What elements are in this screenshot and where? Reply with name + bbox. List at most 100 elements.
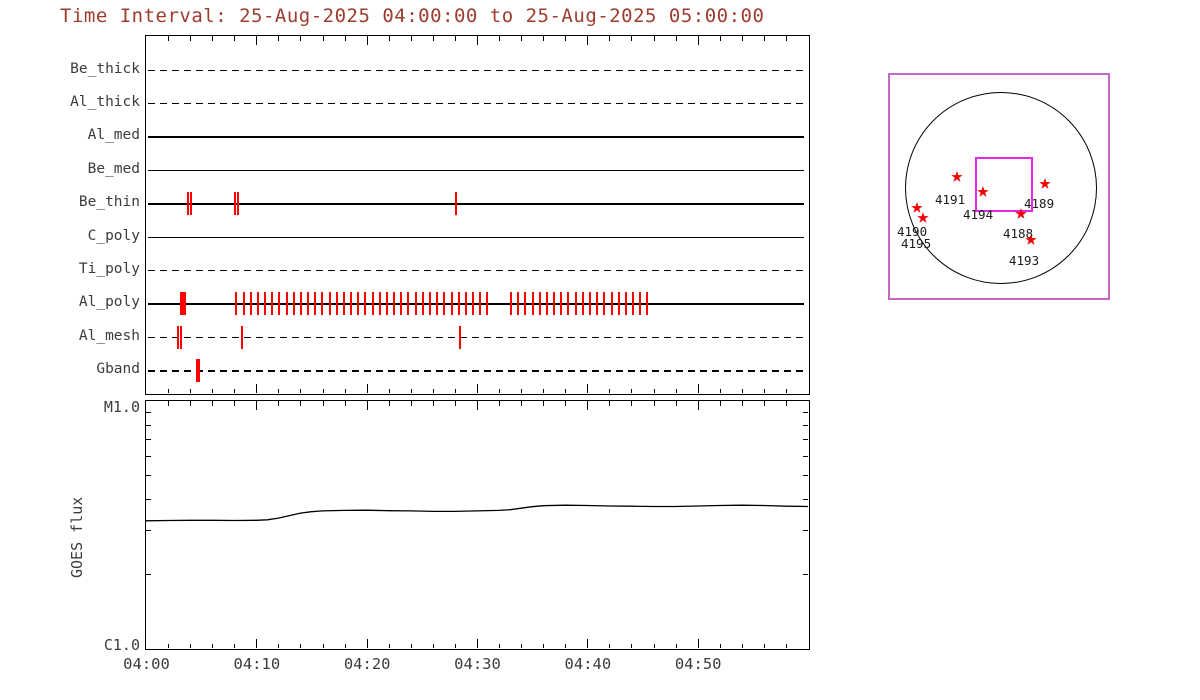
x-axis-tick xyxy=(432,401,434,406)
x-axis-tick xyxy=(587,639,589,648)
y-axis-minor-tick xyxy=(803,573,808,575)
exposure-tick-Al_poly xyxy=(307,292,310,316)
x-axis-tick xyxy=(763,401,765,406)
exposure-tick-Al_poly xyxy=(181,292,184,316)
x-axis-tick xyxy=(653,401,655,406)
exposure-tick-Al_poly xyxy=(639,292,642,316)
timeline-row-line-Al_med xyxy=(148,136,804,138)
x-axis-tick xyxy=(741,401,743,406)
x-axis-tick xyxy=(719,388,721,393)
y-axis-minor-tick xyxy=(803,499,808,501)
row-label-Gband: Gband xyxy=(96,361,140,378)
y-axis-minor-tick xyxy=(803,439,808,441)
y-axis-minor-tick xyxy=(803,530,808,532)
x-axis-tick xyxy=(454,643,456,648)
x-axis-label-04:00: 04:00 xyxy=(123,655,170,673)
goes-flux-curve xyxy=(146,504,808,522)
x-axis-tick xyxy=(697,401,699,410)
x-axis-tick xyxy=(719,401,721,406)
x-axis-tick xyxy=(675,643,677,648)
x-axis-tick xyxy=(300,401,302,406)
exposure-tick-Al_poly xyxy=(421,292,424,316)
exposure-tick-Al_poly xyxy=(285,292,288,316)
row-label-Al_mesh: Al_mesh xyxy=(78,327,140,344)
x-axis-tick xyxy=(675,388,677,393)
x-axis-tick xyxy=(432,388,434,393)
x-axis-tick xyxy=(388,643,390,648)
active-region-star-4193: ★ xyxy=(1024,226,1038,251)
x-axis-tick xyxy=(785,401,787,406)
x-axis-tick xyxy=(454,36,456,41)
exposure-tick-Al_poly xyxy=(581,292,584,316)
exposure-tick-Al_poly xyxy=(429,292,431,316)
exposure-tick-Al_poly xyxy=(510,292,513,316)
x-axis-tick xyxy=(300,643,302,648)
x-axis-label-04:20: 04:20 xyxy=(343,655,391,673)
timeline-row-line-C_poly xyxy=(148,236,804,239)
page-title: Time Interval: 25-Aug-2025 04:00:00 to 2… xyxy=(60,5,765,27)
x-axis-tick xyxy=(366,639,368,648)
x-axis-tick xyxy=(366,36,368,45)
exposure-tick-Al_poly xyxy=(385,292,388,316)
y-axis-minor-tick xyxy=(803,455,808,457)
exposure-tick-Al_poly xyxy=(249,292,252,316)
x-axis-tick xyxy=(322,36,324,41)
goes-y-axis-title: GOES flux xyxy=(68,496,86,578)
x-axis-tick xyxy=(410,36,412,41)
x-axis-tick xyxy=(190,401,192,406)
exposure-tick-Be_thin xyxy=(237,192,240,216)
x-axis-tick xyxy=(653,36,655,41)
timeline-panel xyxy=(145,35,810,395)
x-axis-tick xyxy=(366,384,368,393)
active-region-star-4188: ★ xyxy=(1014,200,1028,225)
exposure-tick-Al_poly xyxy=(517,292,520,316)
x-axis-tick xyxy=(300,388,302,393)
x-axis-label-04:30: 04:30 xyxy=(454,655,501,673)
x-axis-tick xyxy=(477,384,478,393)
x-axis-tick xyxy=(454,401,456,406)
y-axis-minor-tick xyxy=(146,530,151,532)
x-axis-tick xyxy=(521,401,523,406)
x-axis-tick xyxy=(521,388,523,393)
active-region-label-4195: 4195 xyxy=(901,236,932,251)
x-axis-tick xyxy=(741,388,743,393)
active-region-star-4195: ★ xyxy=(916,204,930,229)
x-axis-tick xyxy=(543,401,545,406)
exposure-tick-Al_poly xyxy=(596,292,599,316)
x-axis-tick xyxy=(543,643,545,648)
exposure-tick-Be_thin xyxy=(234,192,237,216)
exposure-tick-Al_poly xyxy=(531,292,534,316)
exposure-tick-Al_poly xyxy=(183,292,186,316)
timeline-row-line-Ti_poly xyxy=(148,269,804,272)
x-axis-tick xyxy=(388,388,390,393)
x-axis-tick xyxy=(168,643,170,648)
x-axis-tick xyxy=(697,639,699,648)
exposure-tick-Al_poly xyxy=(242,292,245,316)
x-axis-tick xyxy=(675,401,677,406)
x-axis-tick xyxy=(565,401,567,406)
x-axis-label-04:40: 04:40 xyxy=(564,655,612,673)
goes-ytop-label: M1.0 xyxy=(103,398,140,416)
x-axis-tick xyxy=(741,643,743,648)
exposure-tick-Al_poly xyxy=(357,292,360,316)
x-axis-tick xyxy=(763,388,765,393)
timeline-row-line-Be_med xyxy=(148,169,804,172)
x-axis-tick xyxy=(278,388,280,393)
exposure-tick-Al_poly xyxy=(414,292,417,316)
exposure-tick-Al_poly xyxy=(371,292,374,316)
exposure-tick-Al_poly xyxy=(292,292,295,316)
x-axis-tick xyxy=(631,643,633,648)
x-axis-tick xyxy=(587,36,589,45)
exposure-tick-Al_poly xyxy=(342,292,345,316)
exposure-tick-Al_poly xyxy=(450,292,453,316)
x-axis-tick xyxy=(168,388,170,393)
exposure-tick-Be_thin xyxy=(455,192,458,216)
exposure-tick-Al_poly xyxy=(588,292,591,316)
x-axis-tick xyxy=(190,36,192,41)
x-axis-tick xyxy=(565,388,567,393)
x-axis-tick xyxy=(344,388,346,393)
y-axis-minor-tick xyxy=(146,475,151,477)
exposure-tick-Al_poly xyxy=(264,292,267,316)
x-axis-tick xyxy=(785,643,787,648)
